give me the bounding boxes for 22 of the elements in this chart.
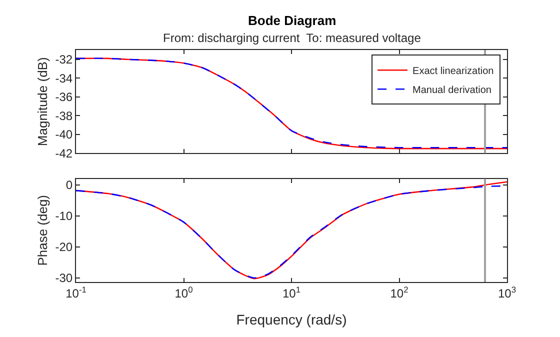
y-tick-label: -10 [55,209,73,224]
y-tick-label: -32 [55,52,73,67]
y-tick-label: -20 [55,240,73,254]
x-tick-label: 10$^{1}$ [282,284,301,300]
y-tick-label: -34 [55,71,73,86]
x-tick-label: 10$^{0}$ [174,284,194,300]
legend-label: Exact linearization [412,66,494,78]
y-tick-label: -40 [55,128,73,142]
y-tick-label: -42 [55,146,73,160]
x-tick-label: 10$^{-1}$ [66,284,87,300]
y-tick-label: 0 [66,178,73,192]
x-tick-label: 10$^{2}$ [390,284,409,300]
y-tick-label: -36 [55,90,73,104]
y-axis-title: Magnitude (dB) [35,57,50,146]
chart-title: Bode Diagram [248,13,336,28]
x-tick-label: 10$^{3}$ [498,284,516,300]
y-tick-label: -38 [55,108,73,123]
legend-label: Manual derivation [412,85,492,96]
x-axis-title: Frequency (rad/s) [236,312,347,328]
chart-subtitle: From: discharging current To: measured voltage [163,31,422,45]
y-tick-label: -30 [55,271,73,286]
y-axis-title: Phase (deg) [35,194,50,266]
